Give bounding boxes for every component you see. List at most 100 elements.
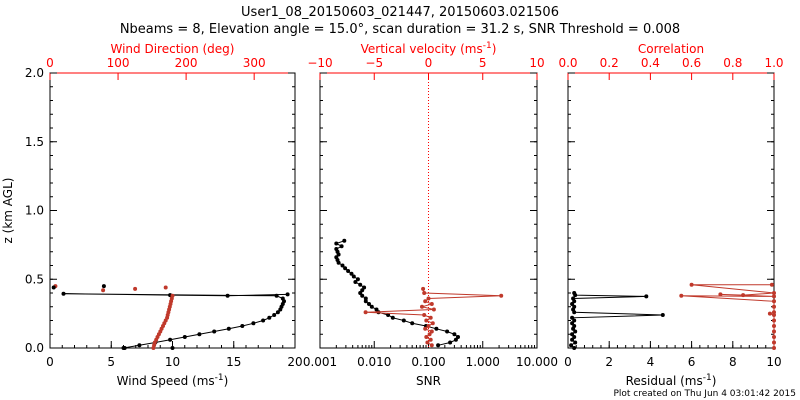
data-point xyxy=(431,307,436,312)
data-point xyxy=(429,302,434,306)
data-point xyxy=(351,274,356,279)
top-axis-label: Vertical velocity (ms-1) xyxy=(361,41,497,56)
data-point xyxy=(426,324,431,328)
data-point xyxy=(572,304,577,309)
y-tick-label: 0.5 xyxy=(25,272,44,286)
bottom-tick-label: 0.010 xyxy=(357,355,391,369)
series-wind-speed xyxy=(61,291,290,350)
series-correlation xyxy=(679,282,776,350)
data-point xyxy=(101,284,106,289)
data-point xyxy=(225,293,230,298)
data-point xyxy=(772,304,776,309)
bottom-axis-label-text: SNR xyxy=(416,374,441,388)
top-tick-label: 1.0 xyxy=(764,56,783,70)
data-point xyxy=(163,285,168,290)
data-point xyxy=(571,296,576,301)
data-point xyxy=(51,285,56,290)
data-point xyxy=(570,337,575,342)
data-point xyxy=(369,304,374,309)
bottom-tick-label: 0.001 xyxy=(303,355,337,369)
data-point xyxy=(424,318,429,323)
data-point xyxy=(170,293,175,298)
series-line xyxy=(681,284,775,348)
data-point xyxy=(570,302,575,306)
data-point xyxy=(363,296,368,301)
bottom-axis-label: Wind Speed (ms-1) xyxy=(117,373,229,388)
series-line xyxy=(570,292,663,349)
series-wind-speed-isolated- xyxy=(51,284,175,350)
bottom-axis-label-superscript: -1 xyxy=(215,373,224,383)
data-point xyxy=(772,324,776,328)
data-point xyxy=(772,294,776,299)
data-point xyxy=(767,311,772,316)
plot-created-footer: Plot created on Thu Jun 4 03:01:42 2015 xyxy=(613,389,796,399)
data-point xyxy=(427,332,432,337)
data-point xyxy=(197,332,202,337)
series-line xyxy=(335,240,459,346)
top-tick-label: 0 xyxy=(46,56,54,70)
top-tick-label: 0.8 xyxy=(723,56,742,70)
data-point xyxy=(358,282,363,287)
data-point xyxy=(267,315,272,320)
top-axis-label-text-end: ) xyxy=(492,42,497,56)
top-tick-label: 0.2 xyxy=(600,56,619,70)
top-tick-label: −5 xyxy=(365,56,383,70)
bottom-tick-label: 10 xyxy=(165,355,180,369)
top-tick-label: 0 xyxy=(425,56,433,70)
top-tick-label: 300 xyxy=(243,56,266,70)
y-tick-label: 1.5 xyxy=(25,135,44,149)
panel-frame xyxy=(319,72,538,349)
bottom-axis-label-text: Residual (ms xyxy=(626,374,703,388)
data-point xyxy=(772,346,776,350)
data-point xyxy=(342,238,347,243)
data-point xyxy=(367,302,371,306)
data-point xyxy=(182,335,187,339)
y-tick-label: 1.0 xyxy=(25,204,44,218)
bottom-tick-label: 15 xyxy=(226,355,241,369)
top-tick-label: 5 xyxy=(479,56,487,70)
series-vertical-velocity xyxy=(363,286,504,348)
data-point xyxy=(434,326,439,331)
data-point xyxy=(572,291,577,295)
data-point xyxy=(425,340,430,345)
top-tick-label: 10 xyxy=(529,56,544,70)
data-point xyxy=(573,340,578,345)
data-point xyxy=(689,282,694,287)
figure-title-line1: User1_08_20150603_021447, 20150603.02150… xyxy=(241,5,559,20)
data-point xyxy=(573,329,578,334)
data-point xyxy=(429,343,434,348)
data-point xyxy=(772,318,776,323)
panel-snr: 0.001 0.010 0.100 1.000 10.000 SNR −10 −5 0 5 10 Ve… xyxy=(303,41,558,388)
data-point xyxy=(251,321,256,326)
data-point xyxy=(401,318,406,323)
data-point xyxy=(339,244,344,249)
bottom-tick-label: 10 xyxy=(766,355,781,369)
series-snr xyxy=(334,238,460,348)
data-point xyxy=(420,304,424,309)
data-point xyxy=(390,315,395,320)
data-point xyxy=(572,318,577,323)
bottom-tick-label: 0 xyxy=(46,355,54,369)
top-axis-label-text: Vertical velocity (ms xyxy=(361,42,483,56)
data-point xyxy=(212,329,217,334)
data-point xyxy=(280,296,285,301)
top-tick-label: 200 xyxy=(175,56,198,70)
top-tick-label: −10 xyxy=(307,56,332,70)
series-line xyxy=(63,293,288,349)
series-line xyxy=(365,288,502,346)
data-point xyxy=(436,343,441,348)
data-point xyxy=(422,313,427,317)
data-point xyxy=(448,340,453,345)
data-point xyxy=(718,292,723,297)
data-point xyxy=(168,337,173,342)
data-point xyxy=(101,288,106,293)
data-point xyxy=(363,299,368,304)
bottom-tick-label: 10.000 xyxy=(516,355,558,369)
top-tick-label: 0.4 xyxy=(641,56,660,70)
data-point xyxy=(679,293,684,298)
data-point xyxy=(133,286,138,291)
data-point xyxy=(445,329,450,334)
figure-title-line2: Nbeams = 8, Elevation angle = 15.0°, sca… xyxy=(120,22,680,37)
y-tick-label: 2.0 xyxy=(25,66,44,80)
